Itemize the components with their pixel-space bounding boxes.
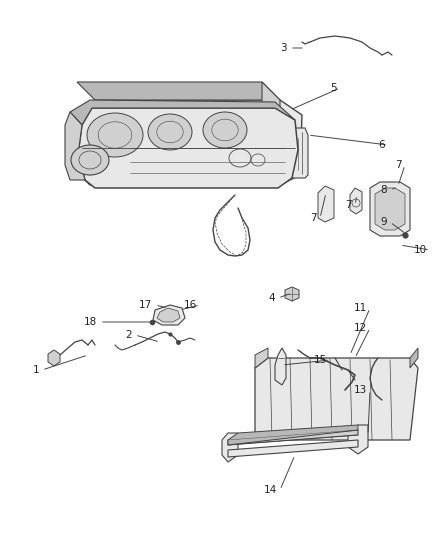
Polygon shape xyxy=(275,348,286,385)
Polygon shape xyxy=(350,188,362,214)
Ellipse shape xyxy=(87,113,143,157)
Polygon shape xyxy=(292,128,308,178)
Text: 5: 5 xyxy=(330,83,337,93)
Polygon shape xyxy=(228,425,358,445)
Text: 15: 15 xyxy=(314,355,327,365)
Text: 10: 10 xyxy=(414,245,427,255)
Polygon shape xyxy=(262,82,280,160)
Text: 14: 14 xyxy=(264,485,277,495)
Polygon shape xyxy=(285,287,299,301)
Polygon shape xyxy=(78,108,298,188)
Text: 18: 18 xyxy=(84,317,97,327)
Text: 17: 17 xyxy=(139,300,152,310)
Polygon shape xyxy=(410,348,418,368)
Polygon shape xyxy=(65,112,85,180)
Text: 8: 8 xyxy=(380,185,387,195)
Text: 7: 7 xyxy=(311,213,317,223)
Text: 9: 9 xyxy=(380,217,387,227)
Text: 16: 16 xyxy=(184,300,197,310)
Text: 7: 7 xyxy=(396,160,402,170)
Polygon shape xyxy=(70,100,295,125)
Text: 6: 6 xyxy=(378,140,385,150)
Ellipse shape xyxy=(148,114,192,150)
Text: 3: 3 xyxy=(280,43,287,53)
Polygon shape xyxy=(348,425,368,454)
Text: 4: 4 xyxy=(268,293,275,303)
Polygon shape xyxy=(383,182,397,212)
Polygon shape xyxy=(228,440,358,457)
Polygon shape xyxy=(318,186,334,222)
Polygon shape xyxy=(48,350,60,366)
Polygon shape xyxy=(255,348,268,368)
Polygon shape xyxy=(77,82,280,100)
Polygon shape xyxy=(370,182,410,236)
Polygon shape xyxy=(222,433,238,462)
Text: 1: 1 xyxy=(32,365,39,375)
Polygon shape xyxy=(228,430,358,445)
Text: 12: 12 xyxy=(354,323,367,333)
Polygon shape xyxy=(153,305,185,325)
Polygon shape xyxy=(375,188,405,230)
Ellipse shape xyxy=(71,145,109,175)
Polygon shape xyxy=(157,308,180,322)
Text: 2: 2 xyxy=(125,330,132,340)
Text: 11: 11 xyxy=(354,303,367,313)
Polygon shape xyxy=(70,100,302,185)
Ellipse shape xyxy=(203,112,247,148)
Text: 13: 13 xyxy=(354,385,367,395)
Polygon shape xyxy=(255,358,418,440)
Text: 7: 7 xyxy=(346,200,352,210)
